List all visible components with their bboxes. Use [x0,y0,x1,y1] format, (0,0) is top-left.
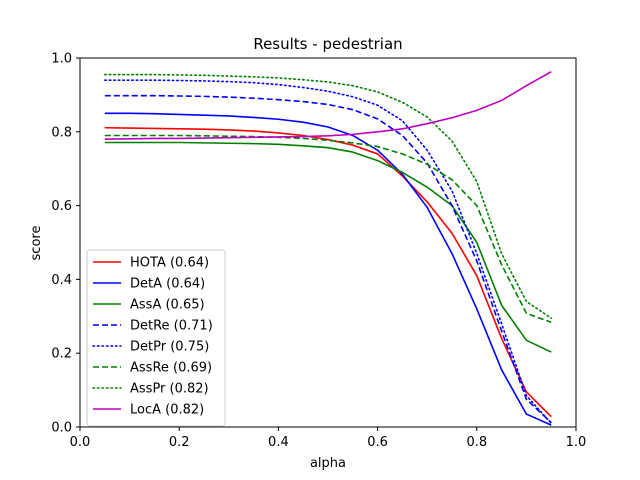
y-tick-label: 0.6 [51,199,72,214]
legend-label: DetRe (0.71) [130,319,213,334]
series-line-3 [104,94,552,424]
series-line-0 [104,126,552,418]
legend-label: HOTA (0.64) [130,256,209,271]
y-tick-label: 1.0 [51,52,72,67]
legend-label: DetPr (0.75) [130,340,209,355]
series-layer [104,70,553,426]
ticks-layer: 0.0 0.2 0.4 0.6 0.8 1.0 0.0 0.2 0.4 0.6 0.8 1.0 [51,52,586,451]
series-line-5 [104,134,552,323]
x-tick-label: 0.4 [268,435,289,450]
y-tick-label: 0.2 [51,347,72,362]
series-line-2 [104,141,552,353]
legend-label: LocA (0.82) [130,403,204,418]
x-axis-label: alpha [310,456,346,471]
x-tick-label: 1.0 [566,435,587,450]
x-tick-label: 0.6 [367,435,388,450]
legend-label: DetA (0.64) [130,277,205,292]
x-tick-label: 0.0 [70,435,91,450]
legend-label: AssA (0.65) [130,298,205,313]
legend-label: AssRe (0.69) [130,361,212,376]
plot-frame [79,57,577,428]
legend: HOTA (0.64) DetA (0.64) AssA (0.65) DetRe (… [86,249,226,427]
legend-box [86,249,226,427]
y-tick-label: 0.4 [51,273,72,288]
y-axis-label: score [29,226,44,261]
y-tick-label: 0.8 [51,125,72,140]
series-line-7 [104,70,552,140]
chart-title: Results - pedestrian [253,35,402,53]
x-tick-label: 0.8 [466,435,487,450]
x-tick-label: 0.2 [169,435,190,450]
y-tick-label: 0.0 [51,421,72,436]
series-line-1 [104,112,552,426]
legend-label: AssPr (0.82) [130,382,209,397]
